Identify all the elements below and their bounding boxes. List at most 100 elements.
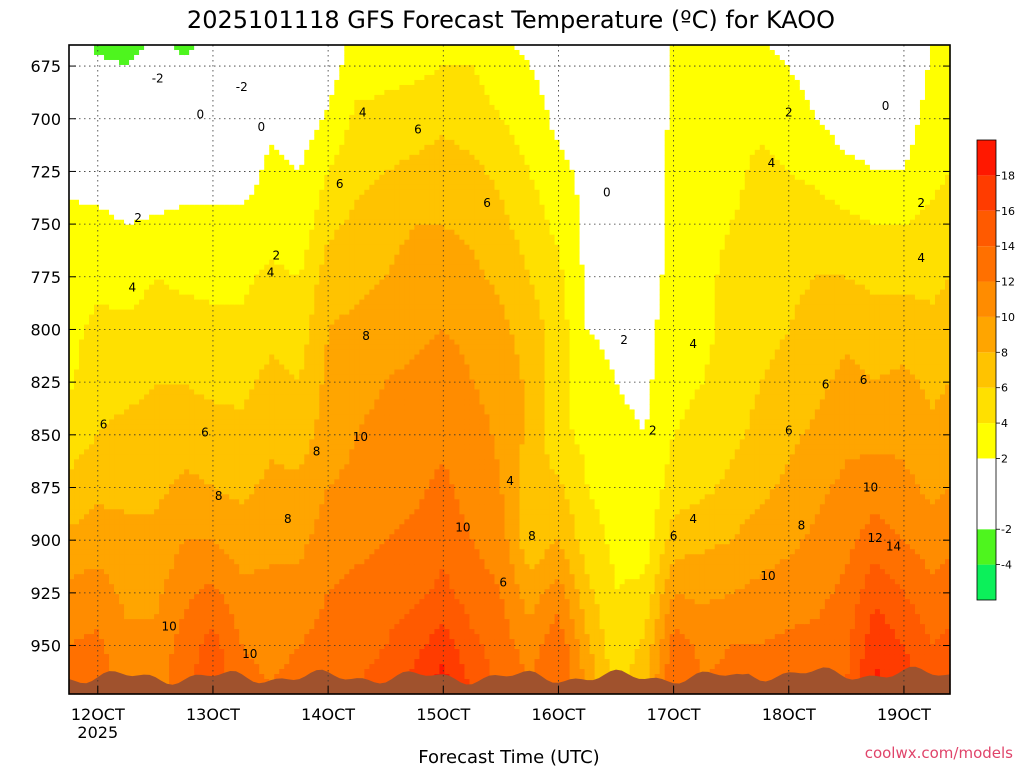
temperature-cell	[89, 644, 95, 650]
temperature-cell	[194, 164, 200, 171]
temperature-cell	[234, 219, 240, 226]
temperature-cell	[84, 524, 90, 530]
temperature-cell	[89, 174, 95, 181]
temperature-cell	[169, 404, 175, 411]
temperature-cell	[99, 584, 105, 590]
temperature-cell	[239, 99, 245, 106]
temperature-cell	[249, 429, 255, 435]
temperature-cell	[199, 69, 205, 76]
temperature-cell	[84, 309, 90, 316]
temperature-cell	[249, 94, 255, 101]
temperature-cell	[114, 434, 120, 440]
temperature-cell	[74, 124, 80, 131]
temperature-cell	[224, 329, 230, 336]
temperature-cell	[89, 559, 95, 565]
temperature-cell	[249, 179, 255, 186]
temperature-cell	[84, 164, 90, 171]
temperature-cell	[69, 224, 75, 231]
temperature-cell	[99, 609, 105, 615]
temperature-cell	[74, 309, 80, 316]
temperature-cell	[119, 204, 125, 211]
temperature-cell	[89, 45, 95, 51]
temperature-cell	[194, 129, 200, 136]
temperature-cell	[259, 129, 265, 136]
temperature-cell	[174, 319, 180, 326]
temperature-cell	[244, 494, 250, 500]
temperature-cell	[184, 669, 190, 675]
temperature-cell	[79, 524, 85, 530]
temperature-cell	[239, 394, 245, 401]
temperature-cell	[249, 674, 255, 680]
temperature-cell	[174, 119, 180, 126]
temperature-cell	[194, 529, 200, 535]
temperature-cell	[234, 94, 240, 101]
temperature-cell	[109, 414, 115, 421]
temperature-cell	[99, 264, 105, 271]
temperature-cell	[229, 209, 235, 216]
temperature-cell	[234, 169, 240, 176]
temperature-cell	[139, 654, 145, 660]
temperature-cell	[89, 619, 95, 625]
temperature-cell	[239, 169, 245, 176]
temperature-cell	[174, 399, 180, 406]
temperature-cell	[234, 449, 240, 455]
temperature-cell	[89, 509, 95, 515]
temperature-cell	[89, 429, 95, 435]
temperature-cell	[89, 89, 95, 96]
temperature-cell	[144, 199, 150, 206]
temperature-cell	[169, 544, 175, 550]
temperature-cell	[219, 54, 225, 61]
temperature-cell	[199, 314, 205, 321]
temperature-cell	[249, 124, 255, 131]
temperature-cell	[109, 259, 115, 266]
temperature-cell	[84, 379, 90, 386]
temperature-cell	[234, 119, 240, 126]
temperature-cell	[129, 584, 135, 590]
temperature-cell	[84, 119, 90, 126]
temperature-cell	[114, 239, 120, 246]
temperature-cell	[194, 644, 200, 650]
temperature-cell	[119, 334, 125, 341]
temperature-cell	[114, 584, 120, 590]
temperature-cell	[239, 479, 245, 485]
temperature-cell	[159, 284, 165, 291]
temperature-cell	[219, 504, 225, 510]
temperature-cell	[94, 539, 100, 545]
temperature-cell	[229, 589, 235, 595]
temperature-cell	[199, 74, 205, 81]
temperature-cell	[124, 639, 130, 645]
temperature-cell	[89, 649, 95, 655]
temperature-cell	[99, 449, 105, 455]
temperature-cell	[244, 334, 250, 341]
temperature-cell	[94, 239, 100, 246]
temperature-cell	[174, 599, 180, 605]
temperature-cell	[84, 484, 90, 490]
temperature-cell	[104, 64, 110, 71]
temperature-cell	[129, 329, 135, 336]
temperature-cell	[104, 324, 110, 331]
temperature-cell	[99, 129, 105, 136]
temperature-cell	[174, 159, 180, 166]
temperature-cell	[74, 299, 80, 306]
temperature-cell	[199, 544, 205, 550]
temperature-cell	[189, 524, 195, 530]
temperature-cell	[189, 669, 195, 675]
temperature-cell	[194, 219, 200, 226]
temperature-cell	[249, 89, 255, 96]
temperature-cell	[94, 254, 100, 261]
temperature-cell	[104, 499, 110, 505]
temperature-cell	[239, 389, 245, 396]
temperature-cell	[194, 344, 200, 351]
temperature-cell	[174, 524, 180, 530]
temperature-cell	[259, 324, 265, 331]
temperature-cell	[79, 549, 85, 555]
temperature-cell	[239, 469, 245, 475]
temperature-cell	[239, 654, 245, 660]
temperature-cell	[149, 174, 155, 181]
temperature-cell	[144, 284, 150, 291]
temperature-cell	[189, 324, 195, 331]
temperature-cell	[244, 444, 250, 450]
temperature-cell	[149, 524, 155, 530]
temperature-cell	[99, 49, 105, 56]
